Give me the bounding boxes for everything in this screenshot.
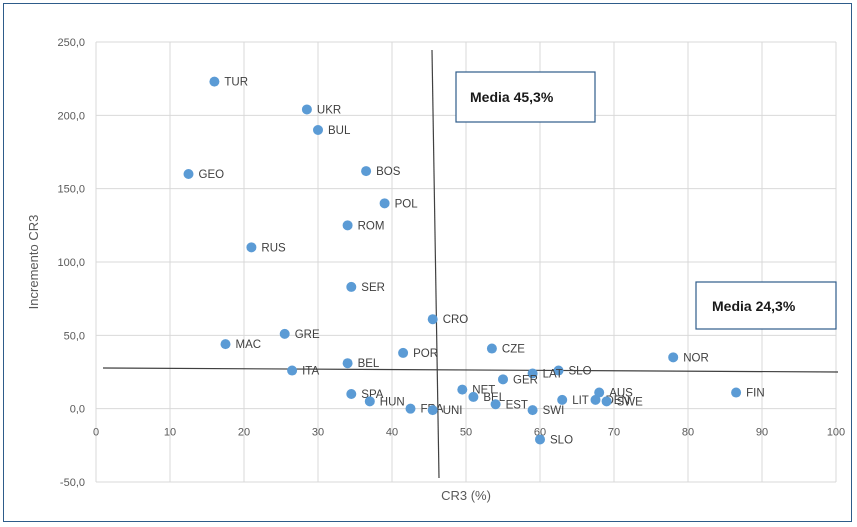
callout-mean-increment: Media 24,3% xyxy=(695,281,837,330)
data-point xyxy=(279,328,290,339)
y-axis-ticks: -50,0 0,0 50,0 100,0 150,0 200,0 250,0 xyxy=(57,37,85,489)
data-point-label: SWE xyxy=(617,396,644,408)
x-tick-label: 70 xyxy=(608,427,620,439)
x-tick-label: 30 xyxy=(312,427,324,439)
data-point-label: GEO xyxy=(199,169,225,181)
x-tick-label: 40 xyxy=(386,427,398,439)
data-point-label: POL xyxy=(395,198,419,210)
x-tick-label: 80 xyxy=(682,427,694,439)
data-point xyxy=(220,339,231,350)
data-point xyxy=(301,104,312,115)
data-point-label: TUR xyxy=(224,77,248,89)
data-point-label: SLO xyxy=(569,366,592,378)
data-point-label: CRO xyxy=(443,314,469,326)
data-point-label: NET xyxy=(472,385,495,397)
x-tick-label: 100 xyxy=(827,427,845,439)
data-point xyxy=(490,399,501,410)
data-point-label: UNI xyxy=(443,405,463,417)
data-point xyxy=(535,434,545,445)
data-point xyxy=(731,387,742,398)
y-tick-label: -50,0 xyxy=(60,477,85,489)
data-point-label: SLO xyxy=(550,434,573,446)
y-tick-label: 0,0 xyxy=(70,404,85,416)
data-point-label: SER xyxy=(361,282,385,294)
data-point xyxy=(405,403,416,414)
data-point xyxy=(468,391,479,402)
data-point xyxy=(427,314,438,325)
data-point xyxy=(342,220,353,231)
data-point-label: NOR xyxy=(683,352,709,364)
y-tick-label: 100,0 xyxy=(57,257,85,269)
data-point-label: BEL xyxy=(358,358,380,370)
data-point-label: RUS xyxy=(261,242,286,254)
data-points: TUR UKR BUL GEO BOS POL ROM RUS SER CRO GRE MAC CZE P… xyxy=(183,76,765,446)
data-point xyxy=(668,352,679,363)
data-point xyxy=(553,365,564,376)
gridlines xyxy=(95,41,837,483)
data-point xyxy=(498,374,508,385)
y-axis-title: Incremento CR3 xyxy=(26,215,41,310)
callout-mean-increment-text: Media 24,3% xyxy=(712,298,796,314)
callout-mean-cr3-text: Media 45,3% xyxy=(470,89,554,105)
data-point-label: CZE xyxy=(502,344,525,356)
y-tick-label: 200,0 xyxy=(57,110,85,122)
data-point-label: HUN xyxy=(380,396,405,408)
data-point xyxy=(527,368,538,379)
y-tick-label: 50,0 xyxy=(64,330,85,342)
data-point xyxy=(346,389,357,399)
data-point xyxy=(486,343,497,354)
data-point xyxy=(364,396,375,407)
y-tick-label: 150,0 xyxy=(57,184,85,196)
mean-line-horizontal xyxy=(102,367,839,373)
data-point-label: UKR xyxy=(317,104,341,116)
data-point-label: MAC xyxy=(236,339,262,351)
data-point-label: BOS xyxy=(376,166,401,178)
data-point xyxy=(427,405,438,416)
data-point xyxy=(379,198,390,209)
data-point-label: FIN xyxy=(746,388,765,400)
data-point-label: LIT xyxy=(572,395,589,407)
data-point xyxy=(346,281,357,292)
x-tick-label: 90 xyxy=(756,427,768,439)
data-point-label: ROM xyxy=(358,220,385,232)
data-point xyxy=(342,358,353,369)
data-point-label: BEL xyxy=(483,392,505,404)
x-axis-title: CR3 (%) xyxy=(441,488,491,503)
data-point xyxy=(287,365,298,376)
data-point-label: AUS xyxy=(609,388,633,400)
data-point xyxy=(457,384,468,395)
y-tick-label: 250,0 xyxy=(57,37,85,49)
data-point xyxy=(313,125,323,135)
data-point-label: BUL xyxy=(328,125,351,137)
data-point xyxy=(209,76,220,87)
data-point xyxy=(398,347,409,358)
data-point xyxy=(361,166,372,177)
data-point-label: SWI xyxy=(543,405,565,417)
x-axis-ticks: 0 10 20 30 40 50 60 70 80 90 100 xyxy=(93,427,845,439)
data-point-label: GER xyxy=(513,374,538,386)
x-tick-label: 20 xyxy=(238,427,250,439)
data-point-label: DEN xyxy=(606,395,630,407)
data-point-label: LAT xyxy=(543,368,563,380)
data-point xyxy=(183,169,194,179)
mean-line-vertical xyxy=(431,49,440,479)
data-point-label: POR xyxy=(413,348,438,360)
data-point xyxy=(527,405,538,416)
x-tick-label: 10 xyxy=(164,427,176,439)
data-point-label: EST xyxy=(506,399,528,411)
data-point xyxy=(590,394,601,405)
data-point-label: ITA xyxy=(302,366,319,378)
data-point-label: GRE xyxy=(295,329,320,341)
x-tick-label: 0 xyxy=(93,427,99,439)
callout-mean-cr3: Media 45,3% xyxy=(455,71,596,123)
data-point xyxy=(246,242,257,253)
data-point xyxy=(601,396,612,407)
x-tick-label: 50 xyxy=(460,427,472,439)
data-point xyxy=(557,394,568,405)
